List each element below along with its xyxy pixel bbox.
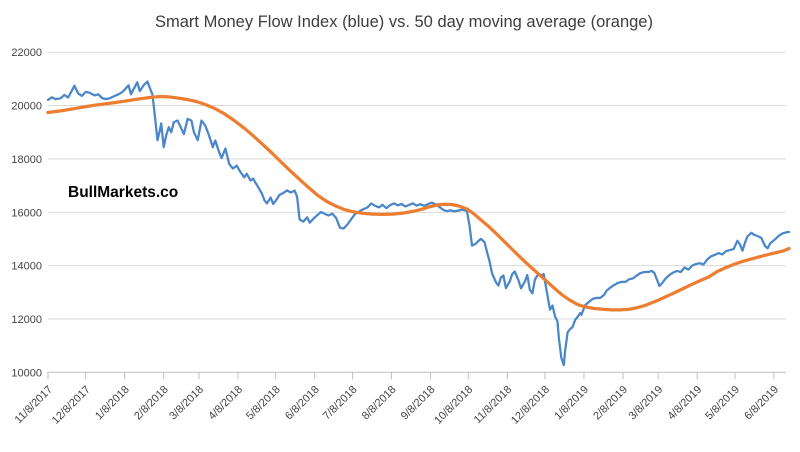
x-tick-label: 1/8/2019	[552, 384, 591, 423]
x-tick-label: 10/8/2018	[432, 384, 475, 427]
y-tick-label: 18000	[11, 154, 42, 166]
y-tick-label: 20000	[11, 101, 42, 113]
watermark: BullMarkets.co	[68, 184, 178, 201]
x-tick-label: 3/8/2019	[627, 384, 666, 423]
y-tick-label: 10000	[11, 367, 42, 379]
x-tick-label: 5/8/2018	[244, 384, 283, 423]
x-tick-label: 11/8/2017	[13, 384, 56, 427]
y-axis-tick-labels: 10000 12000 14000 16000 18000 20000 22000	[11, 47, 42, 379]
x-tick-label: 4/8/2019	[666, 384, 705, 423]
x-tick-label: 3/8/2018	[167, 384, 206, 423]
x-tick-label: 12/8/2018	[509, 384, 552, 427]
x-tick-label: 1/8/2018	[93, 384, 132, 423]
y-tick-label: 14000	[11, 261, 42, 273]
x-tick-label: 2/8/2018	[132, 384, 171, 423]
x-tick-label: 8/8/2018	[360, 384, 399, 423]
y-tick-label: 22000	[11, 47, 42, 59]
gridlines	[48, 51, 786, 320]
series-smart-money-flow-index	[46, 80, 791, 367]
x-tick-label: 4/8/2018	[206, 384, 245, 423]
x-tick-label: 5/8/2019	[703, 384, 742, 423]
x-tick-label: 6/8/2018	[283, 384, 322, 423]
x-tick-label: 11/8/2018	[472, 384, 515, 427]
x-tick-label: 9/8/2018	[399, 384, 438, 423]
x-tick-label: 7/8/2018	[321, 384, 360, 423]
x-axis	[47, 371, 786, 380]
x-tick-label: 6/8/2019	[742, 384, 781, 423]
x-tick-label: 12/8/2017	[50, 384, 93, 427]
chart-title: Smart Money Flow Index (blue) vs. 50 day…	[155, 13, 653, 31]
y-tick-label: 16000	[11, 207, 42, 219]
y-tick-label: 12000	[11, 314, 42, 326]
series-lines	[46, 80, 791, 367]
series-50-day-moving-average	[46, 94, 791, 312]
x-tick-label: 2/8/2019	[591, 384, 630, 423]
